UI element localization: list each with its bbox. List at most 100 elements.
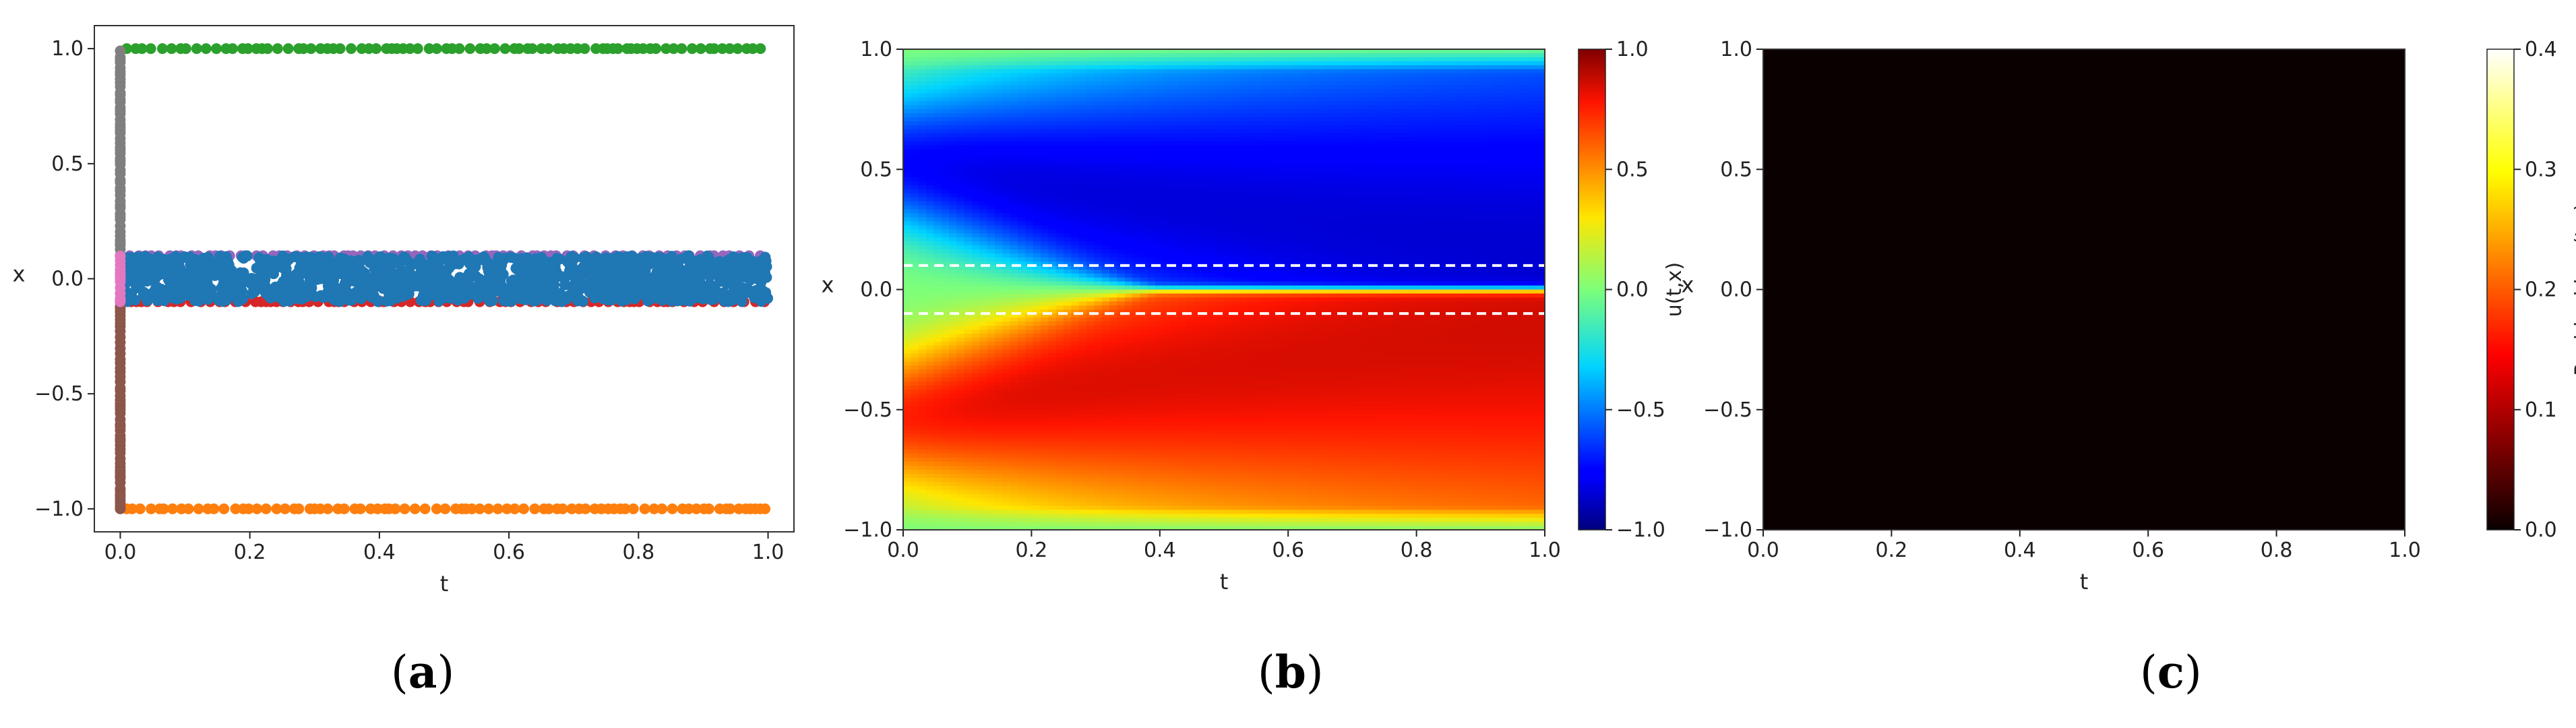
- panel-b-cell: [941, 205, 950, 210]
- panel-b-cell: [941, 506, 950, 510]
- panel-b-cell: [1025, 209, 1034, 214]
- panel-b-cell: [926, 257, 934, 262]
- panel-a-point: [125, 260, 137, 272]
- panel-b-cell: [1086, 425, 1095, 431]
- panel-b-cell: [933, 273, 942, 278]
- panel-b-cell: [941, 425, 950, 431]
- panel-b-cell: [972, 386, 980, 390]
- panel-b-cell: [1055, 485, 1064, 491]
- panel-b-cell: [1002, 73, 1011, 78]
- panel-b-cell: [903, 301, 911, 306]
- panel-b-cell: [949, 233, 957, 238]
- panel-b-cell: [911, 237, 919, 242]
- panel-b-cell: [1041, 417, 1049, 423]
- panel-b-cell: [964, 349, 973, 355]
- panel-b-cell: [1041, 481, 1049, 487]
- panel-a-point: [423, 43, 435, 55]
- panel-b-cell: [1071, 97, 1080, 102]
- panel-b-cell: [972, 369, 980, 374]
- panel-b-cell: [1064, 325, 1072, 330]
- panel-b-cell: [972, 129, 980, 134]
- panel-b-cell: [1078, 325, 1087, 330]
- panel-b-cell: [911, 497, 919, 503]
- panel-b-cell: [1033, 317, 1041, 322]
- panel-b-cell: [956, 77, 965, 82]
- panel-b-cell: [911, 117, 919, 122]
- panel-b-cell: [911, 205, 919, 210]
- panel-b-cell: [949, 205, 957, 210]
- panel-b-cell: [926, 269, 934, 274]
- panel-b-cell: [1048, 241, 1057, 246]
- panel-b-cell: [995, 502, 1003, 506]
- panel-b-cell: [926, 329, 934, 334]
- panel-b-cell: [964, 209, 973, 214]
- panel-b-cell: [941, 522, 950, 526]
- panel-b-cell: [1018, 73, 1026, 78]
- panel-b-cell: [1025, 277, 1034, 282]
- panel-b-cell: [1048, 429, 1057, 434]
- panel-b-cell: [1064, 257, 1072, 262]
- panel-b-cell: [1048, 473, 1057, 479]
- panel-b-cell: [1094, 365, 1103, 370]
- panel-b-cell: [949, 173, 957, 178]
- panel-b-cell: [1041, 522, 1049, 526]
- panel-b-cell: [1033, 173, 1041, 178]
- panel-b-cell: [1055, 377, 1064, 382]
- panel-b-cell: [1002, 229, 1011, 234]
- panel-b-cell: [1086, 85, 1095, 90]
- panel-b-cell: [1018, 377, 1026, 382]
- panel-b-cell: [995, 177, 1003, 182]
- panel-b-cell: [1078, 289, 1087, 295]
- panel-b-cell: [903, 69, 911, 74]
- panel-b-cell: [911, 97, 919, 102]
- panel-b-cell: [1010, 237, 1018, 242]
- panel-b-cell: [1071, 325, 1080, 330]
- panel-b-cell: [995, 109, 1003, 114]
- panel-b-cell: [1033, 269, 1041, 274]
- panel-b-cell: [1010, 461, 1018, 466]
- panel-b-cell: [1025, 161, 1034, 166]
- panel-b-cell: [987, 249, 995, 254]
- panel-b-cell: [1064, 117, 1072, 122]
- panel-a-point: [321, 273, 332, 284]
- panel-b-cell: [911, 105, 919, 110]
- panel-b-cell: [933, 485, 942, 491]
- panel-b-cell: [1055, 301, 1064, 306]
- panel-b-cell: [1025, 185, 1034, 190]
- panel-b-cell: [1078, 425, 1087, 431]
- panel-b-cell: [1025, 169, 1034, 174]
- panel-a-point: [237, 251, 248, 263]
- panel-b-cell: [926, 237, 934, 242]
- panel-b-cell: [995, 401, 1003, 406]
- panel-b-cell: [918, 349, 927, 355]
- panel-b-cell: [1010, 454, 1018, 458]
- panel-b-cell: [1086, 145, 1095, 150]
- panel-b-cell: [1055, 149, 1064, 154]
- panel-b-cell: [1094, 61, 1103, 66]
- panel-b-cell: [1002, 285, 1011, 291]
- panel-b-cell: [1018, 65, 1026, 70]
- panel-b-cell: [979, 481, 988, 487]
- panel-b-cell: [949, 277, 957, 282]
- panel-a-point: [616, 276, 627, 287]
- panel-b-cell: [1025, 305, 1034, 310]
- panel-a-point: [578, 264, 590, 275]
- panel-b-cell: [1041, 61, 1049, 66]
- panel-b-cell: [1055, 461, 1064, 466]
- panel-b-cell: [1071, 522, 1080, 526]
- panel-b-cell: [972, 485, 980, 491]
- panel-b-cell: [903, 353, 911, 359]
- panel-b-cell: [933, 217, 942, 222]
- panel-b-cell: [911, 189, 919, 194]
- panel-b-cell: [964, 97, 973, 102]
- panel-b-cell: [1033, 301, 1041, 306]
- panel-b-cell: [1086, 373, 1095, 378]
- panel-b-cell: [1078, 337, 1087, 342]
- panel-b-cell: [1055, 169, 1064, 174]
- panel-b-cell: [1086, 397, 1095, 402]
- panel-b-cell: [1064, 322, 1072, 326]
- panel-a-point: [755, 43, 766, 55]
- panel-b-cell: [933, 149, 942, 154]
- panel-b-cell: [949, 229, 957, 234]
- panel-a-point: [529, 503, 541, 514]
